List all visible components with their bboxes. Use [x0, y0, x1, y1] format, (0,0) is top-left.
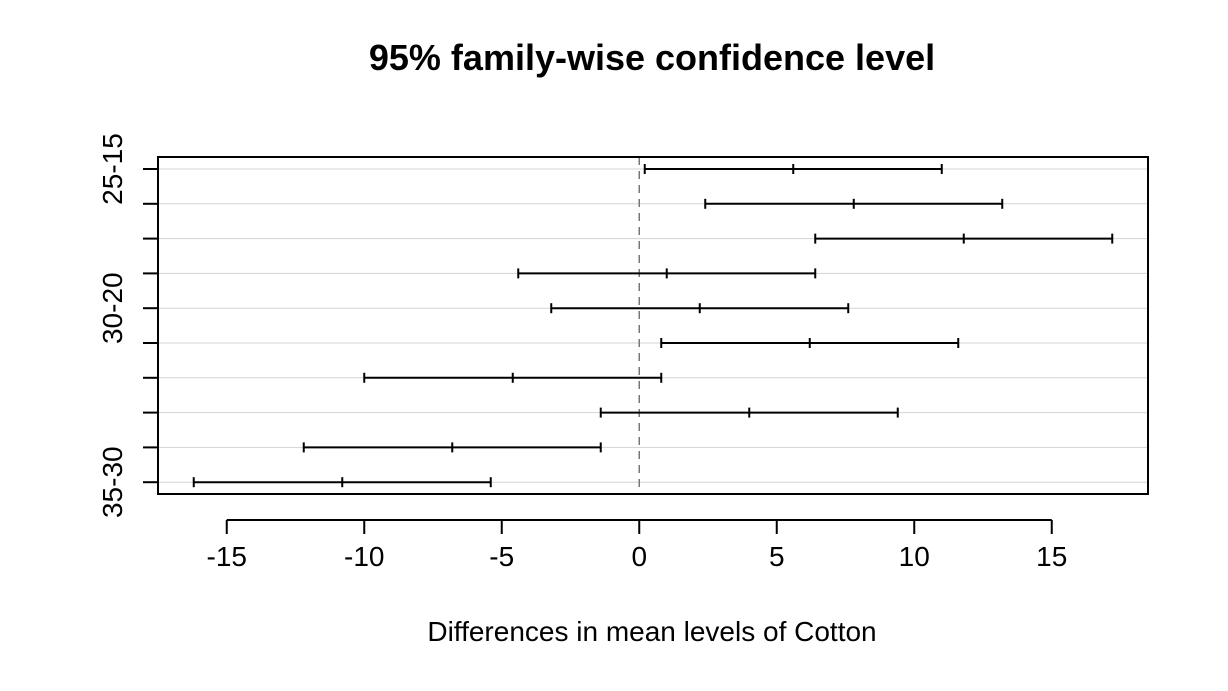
interval-1 [704, 198, 1004, 209]
x-tick-label: -5 [489, 541, 514, 572]
grid-lines [158, 168, 1148, 483]
interval-5 [660, 338, 960, 348]
interval-6 [363, 372, 663, 383]
x-axis: -15 -10 -5 0 5 10 15 [207, 519, 1067, 572]
interval-4 [550, 303, 850, 314]
interval-7 [599, 407, 899, 418]
x-tick-label: 15 [1036, 541, 1067, 572]
x-tick-label: 10 [899, 541, 930, 572]
interval-9 [192, 477, 492, 488]
y-axis: 25-15 30-20 35-30 [97, 133, 158, 518]
interval-0 [643, 164, 943, 174]
x-tick-label: -15 [207, 541, 247, 572]
chart-title: 95% family-wise confidence level [369, 37, 935, 78]
x-tick-label: 5 [769, 541, 785, 572]
interval-3 [517, 268, 817, 279]
interval-2 [814, 233, 1114, 244]
y-tick-label: 25-15 [97, 133, 128, 205]
x-axis-label: Differences in mean levels of Cotton [427, 616, 876, 647]
y-tick-label: 30-20 [97, 272, 128, 344]
plot-frame [157, 156, 1149, 495]
x-tick-label: 0 [631, 541, 647, 572]
y-tick-label: 35-30 [97, 446, 128, 518]
interval-8 [302, 442, 602, 453]
intervals [192, 164, 1114, 488]
x-tick-label: -10 [344, 541, 384, 572]
